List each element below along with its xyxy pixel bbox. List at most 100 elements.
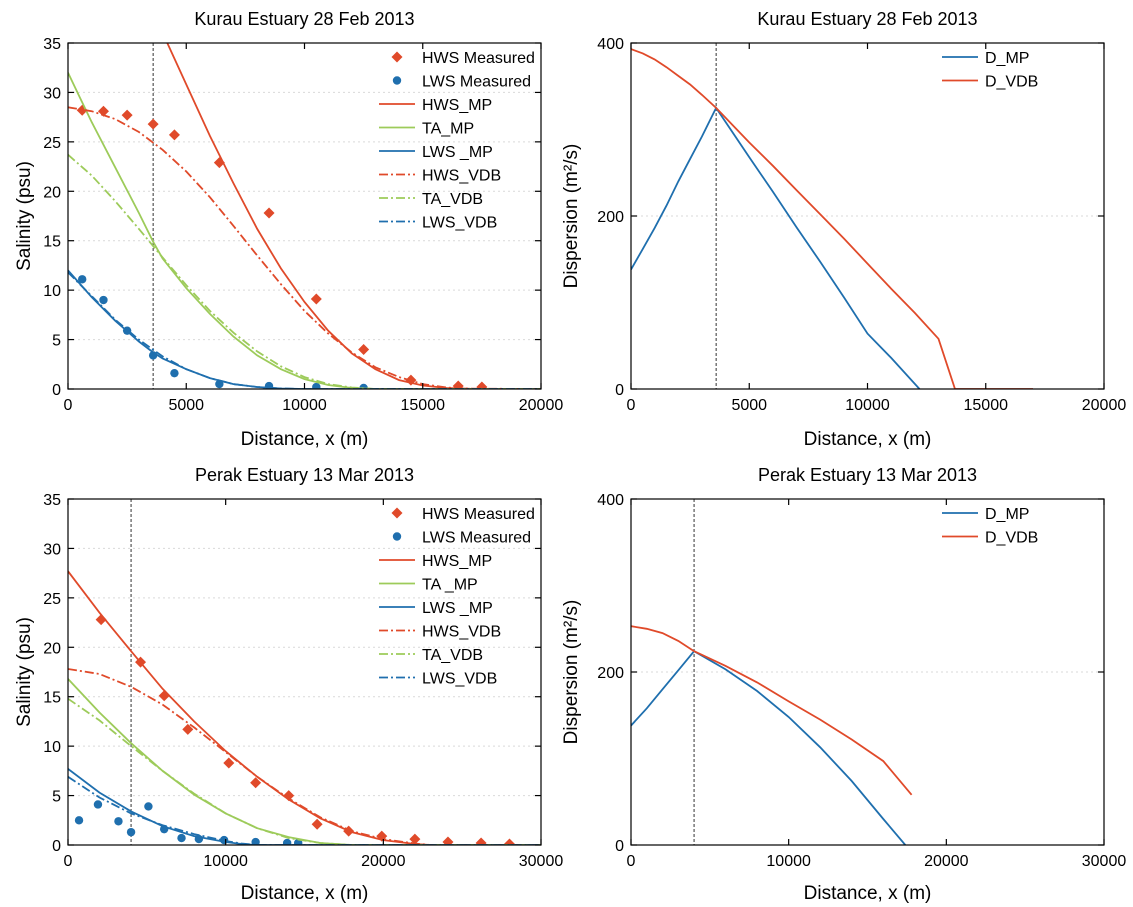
x-tick-label: 10000 [845,397,890,414]
x-tick-label: 5000 [731,397,767,414]
data-point-circle [251,837,260,845]
chart-title: Perak Estuary 13 Mar 2013 [758,465,977,485]
y-tick-label: 200 [597,665,624,682]
x-tick-label: 20000 [361,853,406,870]
panel-perak-salinity: Perak Estuary 13 Mar 2013 Distance, x (m… [14,465,563,904]
legend-label: TA_VDB [422,647,483,664]
y-tick-label: 35 [43,36,61,53]
x-tick-label: 10000 [282,397,327,414]
y-tick-label: 400 [597,492,624,509]
data-point-circle [177,833,186,843]
y-tick-label: 15 [43,234,61,251]
y-axis-label: Dispersion (m²/s) [561,144,582,289]
legend-marker-diamond [391,51,403,63]
series-line [631,650,906,845]
x-axis-label: Distance, x (m) [804,429,932,450]
data-point-circle [312,382,321,389]
legend-label: LWS Measured [422,74,531,91]
data-point-diamond [358,343,370,355]
y-tick-label: 10 [43,283,61,300]
data-point-diamond [310,293,322,305]
legend-label: LWS _MP [422,600,493,617]
data-point-diamond [147,118,159,130]
series-line [68,776,541,845]
series-line [631,48,1033,389]
x-tick-label: 0 [64,397,73,414]
y-axis-label: Salinity (psu) [14,161,35,271]
plot-area [68,570,541,845]
data-point-diamond [182,723,194,735]
data-point-diamond [250,777,262,789]
series-line [631,106,921,389]
legend-label: TA _MP [422,577,478,594]
data-point-diamond [121,109,133,121]
series-line [631,625,913,796]
x-tick-label: 5000 [168,397,204,414]
y-tick-label: 0 [52,838,61,855]
legend-label: D_VDB [985,74,1038,91]
y-tick-label: 35 [43,492,61,509]
data-point-circle [99,295,108,305]
data-point-diamond [503,838,515,845]
y-tick-label: 25 [43,591,61,608]
panel-kurau-salinity: Kurau Estuary 28 Feb 2013 Distance, x (m… [14,9,563,450]
legend-label: HWS_MP [422,97,492,114]
y-tick-label: 400 [597,36,624,53]
chart-title: Perak Estuary 13 Mar 2013 [195,465,414,485]
legend-marker-circle [392,532,402,541]
y-tick-label: 15 [43,690,61,707]
legend-marker-circle [392,76,402,85]
legend-label: D_MP [985,506,1029,523]
data-point-diamond [442,836,454,845]
series-line [68,697,541,845]
y-tick-label: 5 [52,789,61,806]
plot-area [631,625,913,845]
x-axis-label: Distance, x (m) [241,883,369,904]
y-tick-label: 10 [43,739,61,756]
x-tick-label: 20000 [924,853,969,870]
series-line [68,154,541,389]
y-tick-label: 0 [52,382,61,399]
legend-label: TA_MP [422,121,474,138]
x-tick-label: 15000 [401,397,446,414]
legend-marker-diamond [391,507,403,519]
series-line [68,271,541,389]
y-tick-label: 0 [615,382,624,399]
x-tick-label: 20000 [519,397,564,414]
plot-area [631,48,1033,389]
data-point-diamond [476,381,488,389]
panel-kurau-dispersion: Kurau Estuary 28 Feb 2013 Distance, x (m… [561,9,1126,450]
legend-label: HWS Measured [422,506,535,523]
legend-label: LWS_VDB [422,671,497,688]
legend-label: LWS _MP [422,144,493,161]
x-tick-label: 0 [627,397,636,414]
chart-title: Kurau Estuary 28 Feb 2013 [194,9,414,29]
data-point-diamond [409,833,421,845]
x-tick-label: 10000 [203,853,248,870]
y-tick-label: 5 [52,333,61,350]
plot-frame [67,498,542,846]
x-tick-label: 0 [627,853,636,870]
legend-label: HWS Measured [422,50,535,67]
data-point-circle [144,802,153,811]
data-point-circle [170,368,179,378]
y-tick-label: 20 [43,184,61,201]
y-tick-label: 200 [597,209,624,226]
y-tick-label: 20 [43,640,61,657]
data-point-diamond [158,690,170,702]
data-point-diamond [168,129,180,141]
chart-title: Kurau Estuary 28 Feb 2013 [757,9,977,29]
panel-perak-dispersion: Perak Estuary 13 Mar 2013 Distance, x (m… [561,465,1126,904]
series-line [68,269,541,389]
legend-label: HWS_VDB [422,168,501,185]
data-point-circle [93,800,103,809]
x-tick-label: 30000 [519,853,564,870]
x-tick-label: 0 [64,853,73,870]
legend-label: D_VDB [985,530,1038,547]
data-point-circle [77,275,87,284]
data-point-diamond [452,380,464,389]
x-tick-label: 20000 [1082,397,1127,414]
y-tick-label: 0 [615,838,624,855]
y-tick-label: 30 [43,541,61,558]
